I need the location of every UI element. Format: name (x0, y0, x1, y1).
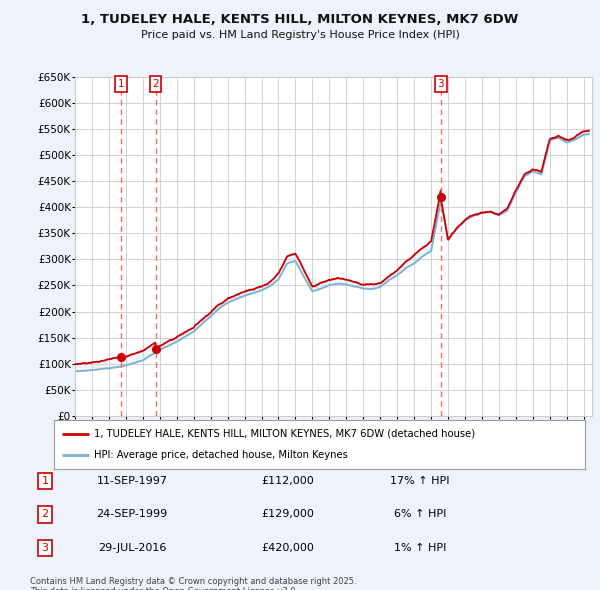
Text: 1, TUDELEY HALE, KENTS HILL, MILTON KEYNES, MK7 6DW: 1, TUDELEY HALE, KENTS HILL, MILTON KEYN… (82, 13, 518, 26)
Text: 24-SEP-1999: 24-SEP-1999 (97, 510, 167, 519)
Text: 3: 3 (41, 543, 49, 553)
Text: £420,000: £420,000 (262, 543, 314, 553)
Text: 1: 1 (118, 79, 124, 89)
Text: £112,000: £112,000 (262, 476, 314, 486)
Text: 6% ↑ HPI: 6% ↑ HPI (394, 510, 446, 519)
Text: 29-JUL-2016: 29-JUL-2016 (98, 543, 166, 553)
Text: £129,000: £129,000 (262, 510, 314, 519)
Text: 1: 1 (41, 476, 49, 486)
Text: 2: 2 (41, 510, 49, 519)
Text: 11-SEP-1997: 11-SEP-1997 (97, 476, 167, 486)
Text: Contains HM Land Registry data © Crown copyright and database right 2025.
This d: Contains HM Land Registry data © Crown c… (30, 577, 356, 590)
Text: 2: 2 (152, 79, 159, 89)
Text: 17% ↑ HPI: 17% ↑ HPI (390, 476, 450, 486)
Text: 1% ↑ HPI: 1% ↑ HPI (394, 543, 446, 553)
Text: HPI: Average price, detached house, Milton Keynes: HPI: Average price, detached house, Milt… (94, 450, 348, 460)
Text: 3: 3 (437, 79, 444, 89)
Text: Price paid vs. HM Land Registry's House Price Index (HPI): Price paid vs. HM Land Registry's House … (140, 30, 460, 40)
Text: 1, TUDELEY HALE, KENTS HILL, MILTON KEYNES, MK7 6DW (detached house): 1, TUDELEY HALE, KENTS HILL, MILTON KEYN… (94, 429, 475, 439)
